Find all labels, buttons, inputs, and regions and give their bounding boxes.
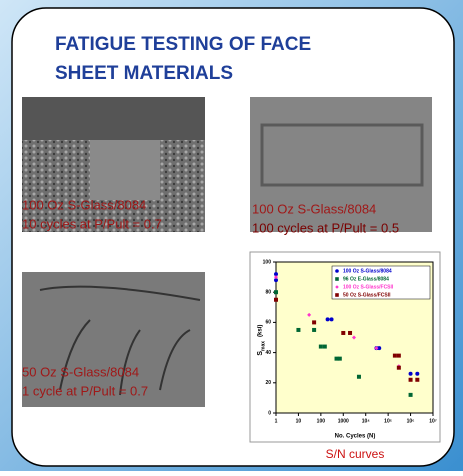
x-tick-label: 100: [317, 418, 326, 424]
x-tick-label: 1: [275, 418, 278, 424]
photo: 100 Oz S-Glass/8084 10 cycles at P/Pult …: [22, 97, 205, 232]
point: [274, 290, 278, 294]
point: [323, 345, 327, 349]
x-tick-label: 10: [296, 418, 302, 424]
x-axis-title: No. Cycles (N): [335, 434, 376, 440]
point: [296, 328, 300, 332]
title: SHEET MATERIALS: [55, 63, 233, 84]
point: [397, 354, 401, 358]
photo-detail: [90, 140, 160, 200]
point: [319, 345, 323, 349]
x-tick-label: 1000: [338, 418, 349, 424]
point: [326, 317, 330, 321]
page: FATIGUE TESTING OF FACE SHEET MATERIALS …: [0, 0, 463, 471]
point: [312, 328, 316, 332]
point: [409, 372, 413, 376]
point: [415, 378, 419, 382]
point: [341, 331, 345, 335]
x-tick-label: 10⁵: [384, 418, 393, 424]
y-tick-label: 80: [265, 290, 271, 296]
point: [357, 375, 361, 379]
legend-label: 96 Oz E-Glass/8084: [343, 276, 389, 282]
y-tick-label: 0: [268, 410, 271, 416]
y-axis-title-unit: (ksi): [258, 325, 264, 337]
x-tick-label: 10⁴: [362, 418, 371, 424]
point: [330, 317, 334, 321]
x-tick-label: 10⁷: [429, 418, 437, 424]
y-tick-label: 100: [263, 259, 272, 265]
legend-marker: [335, 277, 339, 281]
point: [312, 320, 316, 324]
photo-caption: 100 cycles at P/Pult = 0.5: [252, 220, 399, 235]
point: [397, 366, 401, 370]
y-tick-label: 20: [265, 380, 271, 386]
legend-label: 100 Oz S-Glass/FCSII: [343, 284, 394, 290]
photo: 100 Oz S-Glass/8084 100 cycles at P/Pult…: [250, 97, 432, 235]
photo-caption: 1 cycle at P/Pult = 0.7: [22, 383, 148, 398]
title: FATIGUE TESTING OF FACE: [55, 34, 311, 55]
point: [409, 378, 413, 382]
legend-label: 100 Oz S-Glass/8084: [343, 268, 392, 274]
x-tick-label: 10⁶: [407, 418, 415, 424]
photo-caption: 10 cycles at P/Pult = 0.7: [22, 216, 162, 231]
point: [393, 354, 397, 358]
point: [274, 298, 278, 302]
legend-marker: [335, 269, 339, 273]
legend-marker: [335, 293, 339, 297]
y-tick-label: 40: [265, 350, 271, 356]
point: [415, 372, 419, 376]
point: [348, 331, 352, 335]
photo: 50 Oz S-Glass/8084 1 cycle at P/Pult = 0…: [22, 272, 205, 407]
legend-label: 50 Oz S-Glass/FCSII: [343, 292, 391, 298]
photo-caption: 50 Oz S-Glass/8084: [22, 364, 139, 379]
chart-caption: S/N curves: [326, 447, 385, 461]
photo-caption: 100 Oz S-Glass/8084: [252, 201, 376, 216]
y-tick-label: 60: [265, 320, 271, 326]
point: [409, 393, 413, 397]
photo-caption: 100 Oz S-Glass/8084: [22, 197, 146, 212]
slide: FATIGUE TESTING OF FACE SHEET MATERIALS …: [0, 0, 463, 471]
point: [338, 357, 342, 361]
